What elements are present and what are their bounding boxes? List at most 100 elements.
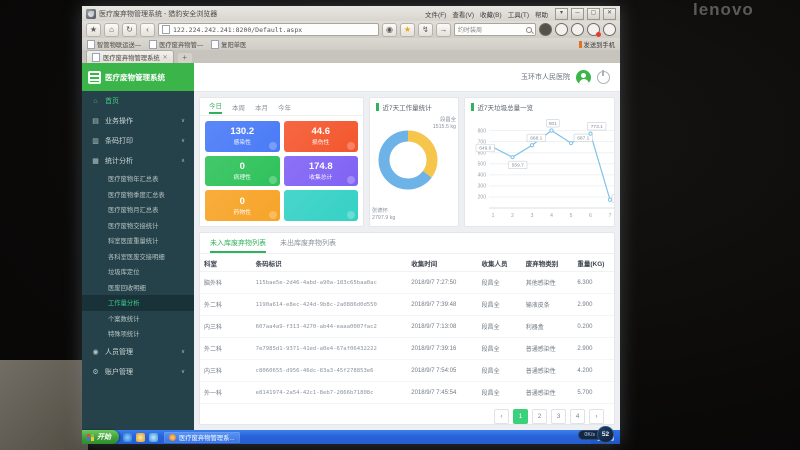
sidebar-item-业务操作[interactable]: ▤ 业务操作 ∨: [82, 111, 194, 131]
table-cell: 其他感染性: [521, 271, 574, 294]
taskbar-app-icon: [169, 433, 176, 441]
stat-card-icon: [268, 211, 277, 219]
table-row[interactable]: 内三科 607aa4a9-f313-4270-ab44-eaaa0007fac2 2…: [200, 315, 614, 338]
forward-icon[interactable]: →: [436, 22, 451, 37]
menu-item[interactable]: 工具(T): [507, 11, 529, 19]
sidebar-subitem-医疗废物季度汇总表[interactable]: 医疗废物季度汇总表: [108, 191, 165, 199]
menu-item[interactable]: 收藏(B): [480, 11, 502, 19]
stat-card-value: 0: [239, 160, 245, 172]
stats-tab-今日[interactable]: 今日: [209, 100, 222, 114]
pager-page-4[interactable]: 4: [570, 409, 585, 424]
back-icon[interactable]: ‹: [140, 22, 155, 37]
sidebar-item-统计分析[interactable]: ▦ 统计分析 ∧: [82, 151, 194, 171]
waste-tab-未出库废弃物列表[interactable]: 未出库废弃物列表: [280, 240, 336, 247]
stats-panel: 今日 本周 本月 今年 130.2 感染性 44.6 损伤性 0 病理性 174.8 收集总计 0 药物…: [199, 97, 364, 227]
tab-close-icon[interactable]: ✕: [162, 54, 168, 61]
speed-score-ball: 52: [597, 426, 614, 443]
sidebar-subitem-医疗废物交接统计[interactable]: 医疗废物交接统计: [108, 222, 159, 230]
stats-tab-本周[interactable]: 本周: [232, 104, 245, 112]
sidebar-item-人员管理[interactable]: ◉ 人员管理 ∨: [82, 342, 194, 362]
svg-text:300: 300: [478, 184, 487, 190]
browser-logo-icon: [86, 8, 96, 19]
sidebar-subitem-特殊项统计[interactable]: 特殊项统计: [108, 331, 140, 339]
browser-search-input[interactable]: 约时装周: [454, 23, 536, 36]
sidebar-subitem-个案数统计[interactable]: 个案数统计: [108, 315, 140, 323]
sidebar-item-首页[interactable]: ⌂ 首页: [82, 91, 194, 111]
refresh-icon[interactable]: ↻: [122, 22, 137, 37]
speedup-icon[interactable]: ↯: [418, 22, 433, 37]
sidebar-subitem-医废回收明细[interactable]: 医废回收明细: [108, 284, 146, 292]
close-button[interactable]: ✕: [603, 7, 616, 20]
donut-chart: [376, 128, 440, 197]
menu-item[interactable]: 文件(F): [425, 11, 447, 19]
table-row[interactable]: 脑外科 115bae5e-2d46-4abd-a90a-183c65baa0ac 2…: [200, 271, 614, 294]
table-row[interactable]: 外二科 7e7985d1-9371-41ed-a0e4-67af06432222 2…: [200, 337, 614, 360]
stat-card[interactable]: [283, 190, 358, 221]
stat-card[interactable]: 0 病理性: [205, 155, 280, 187]
bookmark-item[interactable]: 智管物联运送—: [87, 39, 141, 49]
stats-tab-本月[interactable]: 本月: [255, 104, 268, 112]
pager-page-2[interactable]: 2: [532, 409, 547, 424]
table-row[interactable]: 外二科 1190a614-e8ec-424d-9b8c-2a0886d0d550 2…: [200, 293, 614, 316]
game-center-icon[interactable]: [555, 23, 568, 36]
sidebar-subitem-工作量分析[interactable]: 工作量分析: [82, 295, 194, 311]
quicklaunch-ie-icon[interactable]: [123, 432, 132, 442]
stat-card[interactable]: 0 药物性: [205, 190, 280, 221]
wemedia-icon[interactable]: [539, 23, 552, 36]
bookmark-item[interactable]: 医疗废弃物管—: [149, 39, 203, 49]
stat-card[interactable]: 44.6 损伤性: [283, 121, 358, 152]
quicklaunch-browser-icon[interactable]: [149, 432, 158, 442]
start-button[interactable]: 开始: [82, 430, 119, 444]
sidebar-item-条码打印[interactable]: ▥ 条码打印 ∨: [82, 131, 194, 151]
new-tab-button[interactable]: +: [177, 53, 192, 63]
stat-card[interactable]: 130.2 感染性: [205, 121, 280, 152]
pager-next-icon[interactable]: ›: [589, 409, 604, 424]
sidebar-subitem-各科室医废交接明细[interactable]: 各科室医废交接明细: [108, 253, 165, 261]
send-to-phone-button[interactable]: 发送到手机: [578, 40, 615, 49]
table-cell: 2.900: [573, 337, 614, 360]
waste-tab-未入库废弃物列表[interactable]: 未入库废弃物列表: [210, 238, 266, 253]
sidebar-subitem-科室医废重量统计[interactable]: 科室医废重量统计: [108, 238, 159, 246]
menu-icon[interactable]: [603, 23, 616, 36]
sidebar-subitem-医疗废物月汇总表[interactable]: 医疗废物月汇总表: [108, 207, 159, 215]
bookmark-item[interactable]: 复阳单医: [211, 39, 246, 49]
browser-tabstrip: 医疗废弃物管理系统 ✕ +: [82, 50, 620, 63]
maximize-button[interactable]: ▢: [587, 7, 600, 20]
pager-prev-icon[interactable]: ‹: [494, 409, 509, 424]
minimize-button[interactable]: ─: [571, 7, 584, 20]
stats-tab-今年[interactable]: 今年: [278, 104, 291, 112]
download-icon[interactable]: [587, 23, 601, 37]
home-icon[interactable]: ⌂: [104, 22, 119, 37]
browser-tab[interactable]: 医疗废弃物管理系统 ✕: [86, 50, 174, 63]
sidebar-subitem-垃圾库定位[interactable]: 垃圾库定位: [108, 269, 140, 277]
top-row: 今日 本周 本月 今年 130.2 感染性 44.6 损伤性 0 病理性 174.8 收集总计 0 药物…: [199, 97, 615, 227]
hospital-name: 玉环市人民医院: [521, 74, 570, 81]
workload-donut-panel: 近7天工作量统计 段昌全 1515.5 kg 张德怀 2797.9 kg: [369, 97, 459, 227]
safety-icon[interactable]: ◉: [382, 22, 397, 37]
logout-power-icon[interactable]: [597, 69, 610, 84]
user-avatar[interactable]: [576, 69, 591, 85]
address-bar[interactable]: 122.224.242.241:8200/Default.aspx: [158, 23, 379, 36]
table-cell: 段昌全: [477, 359, 522, 382]
chevron-down-icon: ∨: [180, 348, 185, 355]
table-cell: 115bae5e-2d46-4abd-a90a-183c65baa0ac: [251, 271, 408, 294]
net-speed-widget[interactable]: 0K/s 52: [578, 426, 614, 443]
table-cell: 607aa4a9-f313-4270-ab44-eaaa0007fac2: [251, 315, 408, 338]
menu-item[interactable]: 帮助: [535, 11, 548, 19]
quicklaunch-folder-icon[interactable]: [136, 432, 145, 442]
stat-card[interactable]: 174.8 收集总计: [283, 155, 358, 187]
bookmark-star-icon[interactable]: ★: [400, 22, 415, 37]
table-row[interactable]: 内三科 c8060655-d956-46dc-83a3-45f278853e6 20…: [200, 359, 614, 382]
sidebar-item-账户管理[interactable]: ⚙ 账户管理 ∨: [82, 362, 194, 382]
table-row[interactable]: 外一科 e8141974-2a54-42c1-8eb7-2866b71808c 20…: [200, 381, 614, 404]
sidebar-subitem-医疗废物年汇总表[interactable]: 医疗废物年汇总表: [108, 176, 159, 184]
app-store-icon[interactable]: [571, 23, 584, 36]
skin-icon[interactable]: ▾: [555, 7, 568, 20]
svg-text:687.1: 687.1: [577, 136, 589, 142]
favorite-star-icon[interactable]: ★: [86, 22, 101, 37]
pager-page-3[interactable]: 3: [551, 409, 566, 424]
menu-item[interactable]: 查看(V): [452, 11, 475, 19]
pager-page-1[interactable]: 1: [513, 409, 528, 424]
bookmark-page-icon: [211, 39, 220, 49]
taskbar-app-button[interactable]: 医疗废弃物管理系...: [164, 431, 240, 443]
